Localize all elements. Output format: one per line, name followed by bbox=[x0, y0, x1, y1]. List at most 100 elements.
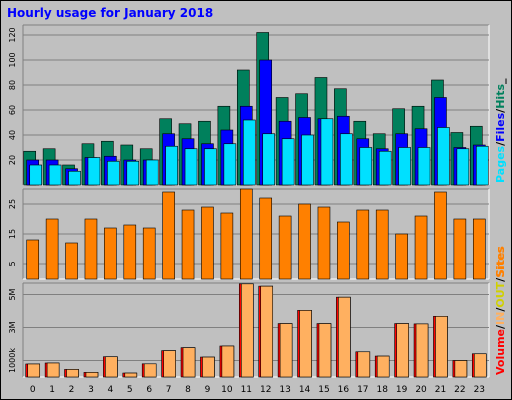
bar-sites-hour-9 bbox=[201, 206, 214, 280]
bar-in-hour-20 bbox=[415, 323, 429, 378]
bar-sites-hour-11 bbox=[239, 188, 253, 280]
bar-pages-hour-7 bbox=[165, 145, 178, 186]
xtick-label-hour-8: 8 bbox=[185, 385, 191, 395]
bar-sites-hour-21 bbox=[434, 191, 447, 280]
bar-in-hour-17 bbox=[357, 351, 371, 378]
panel-hits-files-pages-ytick-label: 100 bbox=[8, 52, 17, 67]
bar-sites-hour-3 bbox=[84, 218, 98, 280]
panel-sites-ytick-label: 25 bbox=[8, 199, 17, 209]
legend-separator: _ bbox=[494, 78, 507, 84]
xtick-label-hour-20: 20 bbox=[415, 385, 427, 395]
bar-pages-hour-11 bbox=[242, 119, 256, 186]
xtick-label-hour-7: 7 bbox=[166, 385, 172, 395]
bar-in-hour-1 bbox=[46, 362, 60, 378]
bar-pages-hour-16 bbox=[340, 133, 353, 186]
panel-hits-files-pages-legend: Pages/Files/Hits_ bbox=[494, 78, 507, 183]
xtick-label-hour-0: 0 bbox=[30, 385, 36, 395]
bar-pages-hour-5 bbox=[126, 160, 140, 186]
bar-in-hour-6 bbox=[143, 363, 157, 378]
bar-sites-hour-1 bbox=[45, 218, 59, 280]
bar-sites-hour-5 bbox=[123, 224, 137, 280]
bar-sites-hour-13 bbox=[278, 215, 292, 280]
bar-in-hour-5 bbox=[124, 372, 138, 378]
bar-in-hour-16 bbox=[338, 296, 351, 378]
legend-in: IN bbox=[494, 312, 507, 325]
bar-sites-hour-14 bbox=[298, 203, 311, 280]
xtick-label-hour-10: 10 bbox=[221, 385, 233, 395]
bar-pages-hour-21 bbox=[437, 127, 450, 186]
bar-in-hour-14 bbox=[299, 310, 312, 378]
xtick-label-hour-2: 2 bbox=[69, 385, 75, 395]
legend-separator: / bbox=[494, 307, 507, 312]
legend-separator: / bbox=[494, 277, 507, 282]
bar-sites-hour-15 bbox=[317, 206, 331, 280]
panel-volume-ytick-label: 1000k bbox=[8, 348, 17, 373]
legend-sites: Sites bbox=[494, 246, 507, 277]
panel-volume-ytick-label: 5M bbox=[8, 288, 17, 300]
bar-pages-hour-22 bbox=[456, 148, 470, 186]
bar-in-hour-10 bbox=[221, 345, 235, 378]
xtick-label-hour-16: 16 bbox=[338, 385, 350, 395]
legend-volume: Volume bbox=[494, 329, 507, 375]
xtick-label-hour-3: 3 bbox=[88, 385, 94, 395]
bar-sites-hour-10 bbox=[220, 212, 234, 280]
bar-sites-hour-2 bbox=[65, 242, 78, 280]
bar-sites-hour-12 bbox=[259, 197, 273, 280]
bar-sites-hour-16 bbox=[337, 221, 350, 280]
legend-pages: Pages bbox=[494, 145, 507, 183]
legend-files: Files bbox=[494, 112, 507, 142]
panel-hits-files-pages-ytick-label: 120 bbox=[8, 27, 17, 42]
xtick-label-hour-4: 4 bbox=[108, 385, 114, 395]
bar-sites-hour-22 bbox=[453, 218, 467, 280]
bar-in-hour-8 bbox=[182, 347, 196, 378]
xtick-label-hour-14: 14 bbox=[299, 385, 311, 395]
bar-pages-hour-20 bbox=[417, 147, 431, 186]
bar-pages-hour-19 bbox=[398, 147, 411, 186]
bar-sites-hour-20 bbox=[414, 215, 428, 280]
legend-separator: / bbox=[494, 108, 507, 113]
panel-hits-files-pages-ytick-label: 20 bbox=[8, 155, 17, 165]
chart-title: Hourly usage for January 2018 bbox=[7, 6, 213, 20]
bar-sites-hour-19 bbox=[395, 233, 408, 280]
xtick-label-hour-18: 18 bbox=[376, 385, 388, 395]
xtick-label-hour-15: 15 bbox=[318, 385, 329, 395]
bar-pages-hour-1 bbox=[48, 164, 62, 186]
bar-pages-hour-12 bbox=[262, 133, 276, 186]
bar-in-hour-19 bbox=[396, 323, 409, 378]
bar-in-hour-11 bbox=[240, 283, 254, 378]
legend-hits: Hits bbox=[494, 84, 507, 109]
bar-sites-hour-7 bbox=[162, 191, 175, 280]
xtick-label-hour-13: 13 bbox=[279, 385, 290, 395]
bar-in-hour-15 bbox=[318, 323, 332, 378]
xtick-label-hour-22: 22 bbox=[454, 385, 465, 395]
bar-in-hour-21 bbox=[435, 316, 448, 378]
bar-in-hour-9 bbox=[202, 356, 215, 378]
xtick-label-hour-19: 19 bbox=[396, 385, 408, 395]
bar-pages-hour-3 bbox=[87, 157, 101, 186]
legend-separator: / bbox=[494, 141, 507, 146]
bar-pages-hour-9 bbox=[204, 148, 217, 186]
xtick-label-hour-1: 1 bbox=[49, 385, 55, 395]
xtick-label-hour-5: 5 bbox=[127, 385, 133, 395]
bar-in-hour-23 bbox=[473, 353, 487, 378]
bar-in-hour-3 bbox=[85, 372, 99, 378]
xtick-label-hour-11: 11 bbox=[241, 385, 252, 395]
bar-in-hour-18 bbox=[376, 355, 390, 378]
bar-pages-hour-8 bbox=[184, 148, 198, 186]
panel-sites-ytick-label: 5 bbox=[8, 261, 17, 266]
xtick-label-hour-21: 21 bbox=[435, 385, 446, 395]
panel-volume-legend: Volume/IN/OUT/Sites bbox=[494, 246, 507, 375]
bar-sites-hour-0 bbox=[26, 239, 40, 280]
bar-sites-hour-6 bbox=[142, 227, 156, 280]
xtick-label-hour-12: 12 bbox=[260, 385, 271, 395]
bar-pages-hour-15 bbox=[320, 118, 334, 186]
bar-in-hour-22 bbox=[454, 360, 468, 378]
panel-hits-files-pages-ytick-label: 40 bbox=[8, 130, 17, 140]
bar-sites-hour-18 bbox=[375, 209, 389, 280]
bar-in-hour-4 bbox=[105, 356, 118, 378]
bar-in-hour-12 bbox=[260, 285, 274, 378]
bar-in-hour-7 bbox=[163, 350, 176, 378]
bar-pages-hour-2 bbox=[68, 170, 81, 186]
